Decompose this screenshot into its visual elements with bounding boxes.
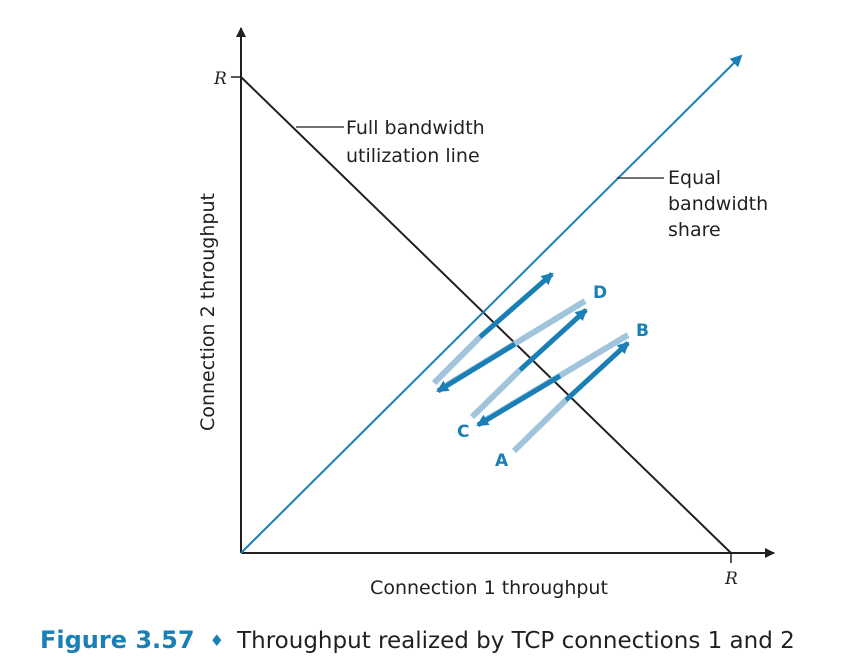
caption-number: Figure 3.57 (40, 626, 195, 654)
point-label-a: A (495, 451, 509, 471)
x-axis-label: Connection 1 throughput (370, 577, 608, 599)
equal-share-label: Equal bandwidth share (668, 167, 774, 241)
point-label-b: B (636, 321, 649, 341)
increase-arrow-c-to-d (518, 308, 588, 372)
increase-arrow-a-to-b (564, 341, 630, 402)
point-label-d: D (593, 283, 607, 303)
caption-separator: ♦ (210, 631, 224, 650)
y-axis-label: Connection 2 throughput (197, 193, 219, 431)
increase-segment-a-start (511, 397, 569, 454)
decrease-arrow-b-to-c (476, 373, 562, 428)
figure-caption: Figure 3.57 ♦ Throughput realized by TCP… (40, 626, 795, 654)
decrease-arrow-d-onward (436, 341, 517, 394)
caption-text: Throughput realized by TCP connections 1… (236, 628, 795, 654)
increase-arrow-end (478, 272, 554, 339)
full-bandwidth-line (240, 76, 732, 554)
point-label-c: C (457, 422, 469, 442)
increase-segment-c-start (469, 367, 523, 420)
equal-share-line (240, 54, 743, 554)
y-max-label: R (213, 69, 227, 89)
increase-segment-end-start (431, 334, 483, 386)
full-bandwidth-label: Full bandwidth utilization line (346, 117, 491, 167)
x-max-label: R (724, 569, 738, 589)
